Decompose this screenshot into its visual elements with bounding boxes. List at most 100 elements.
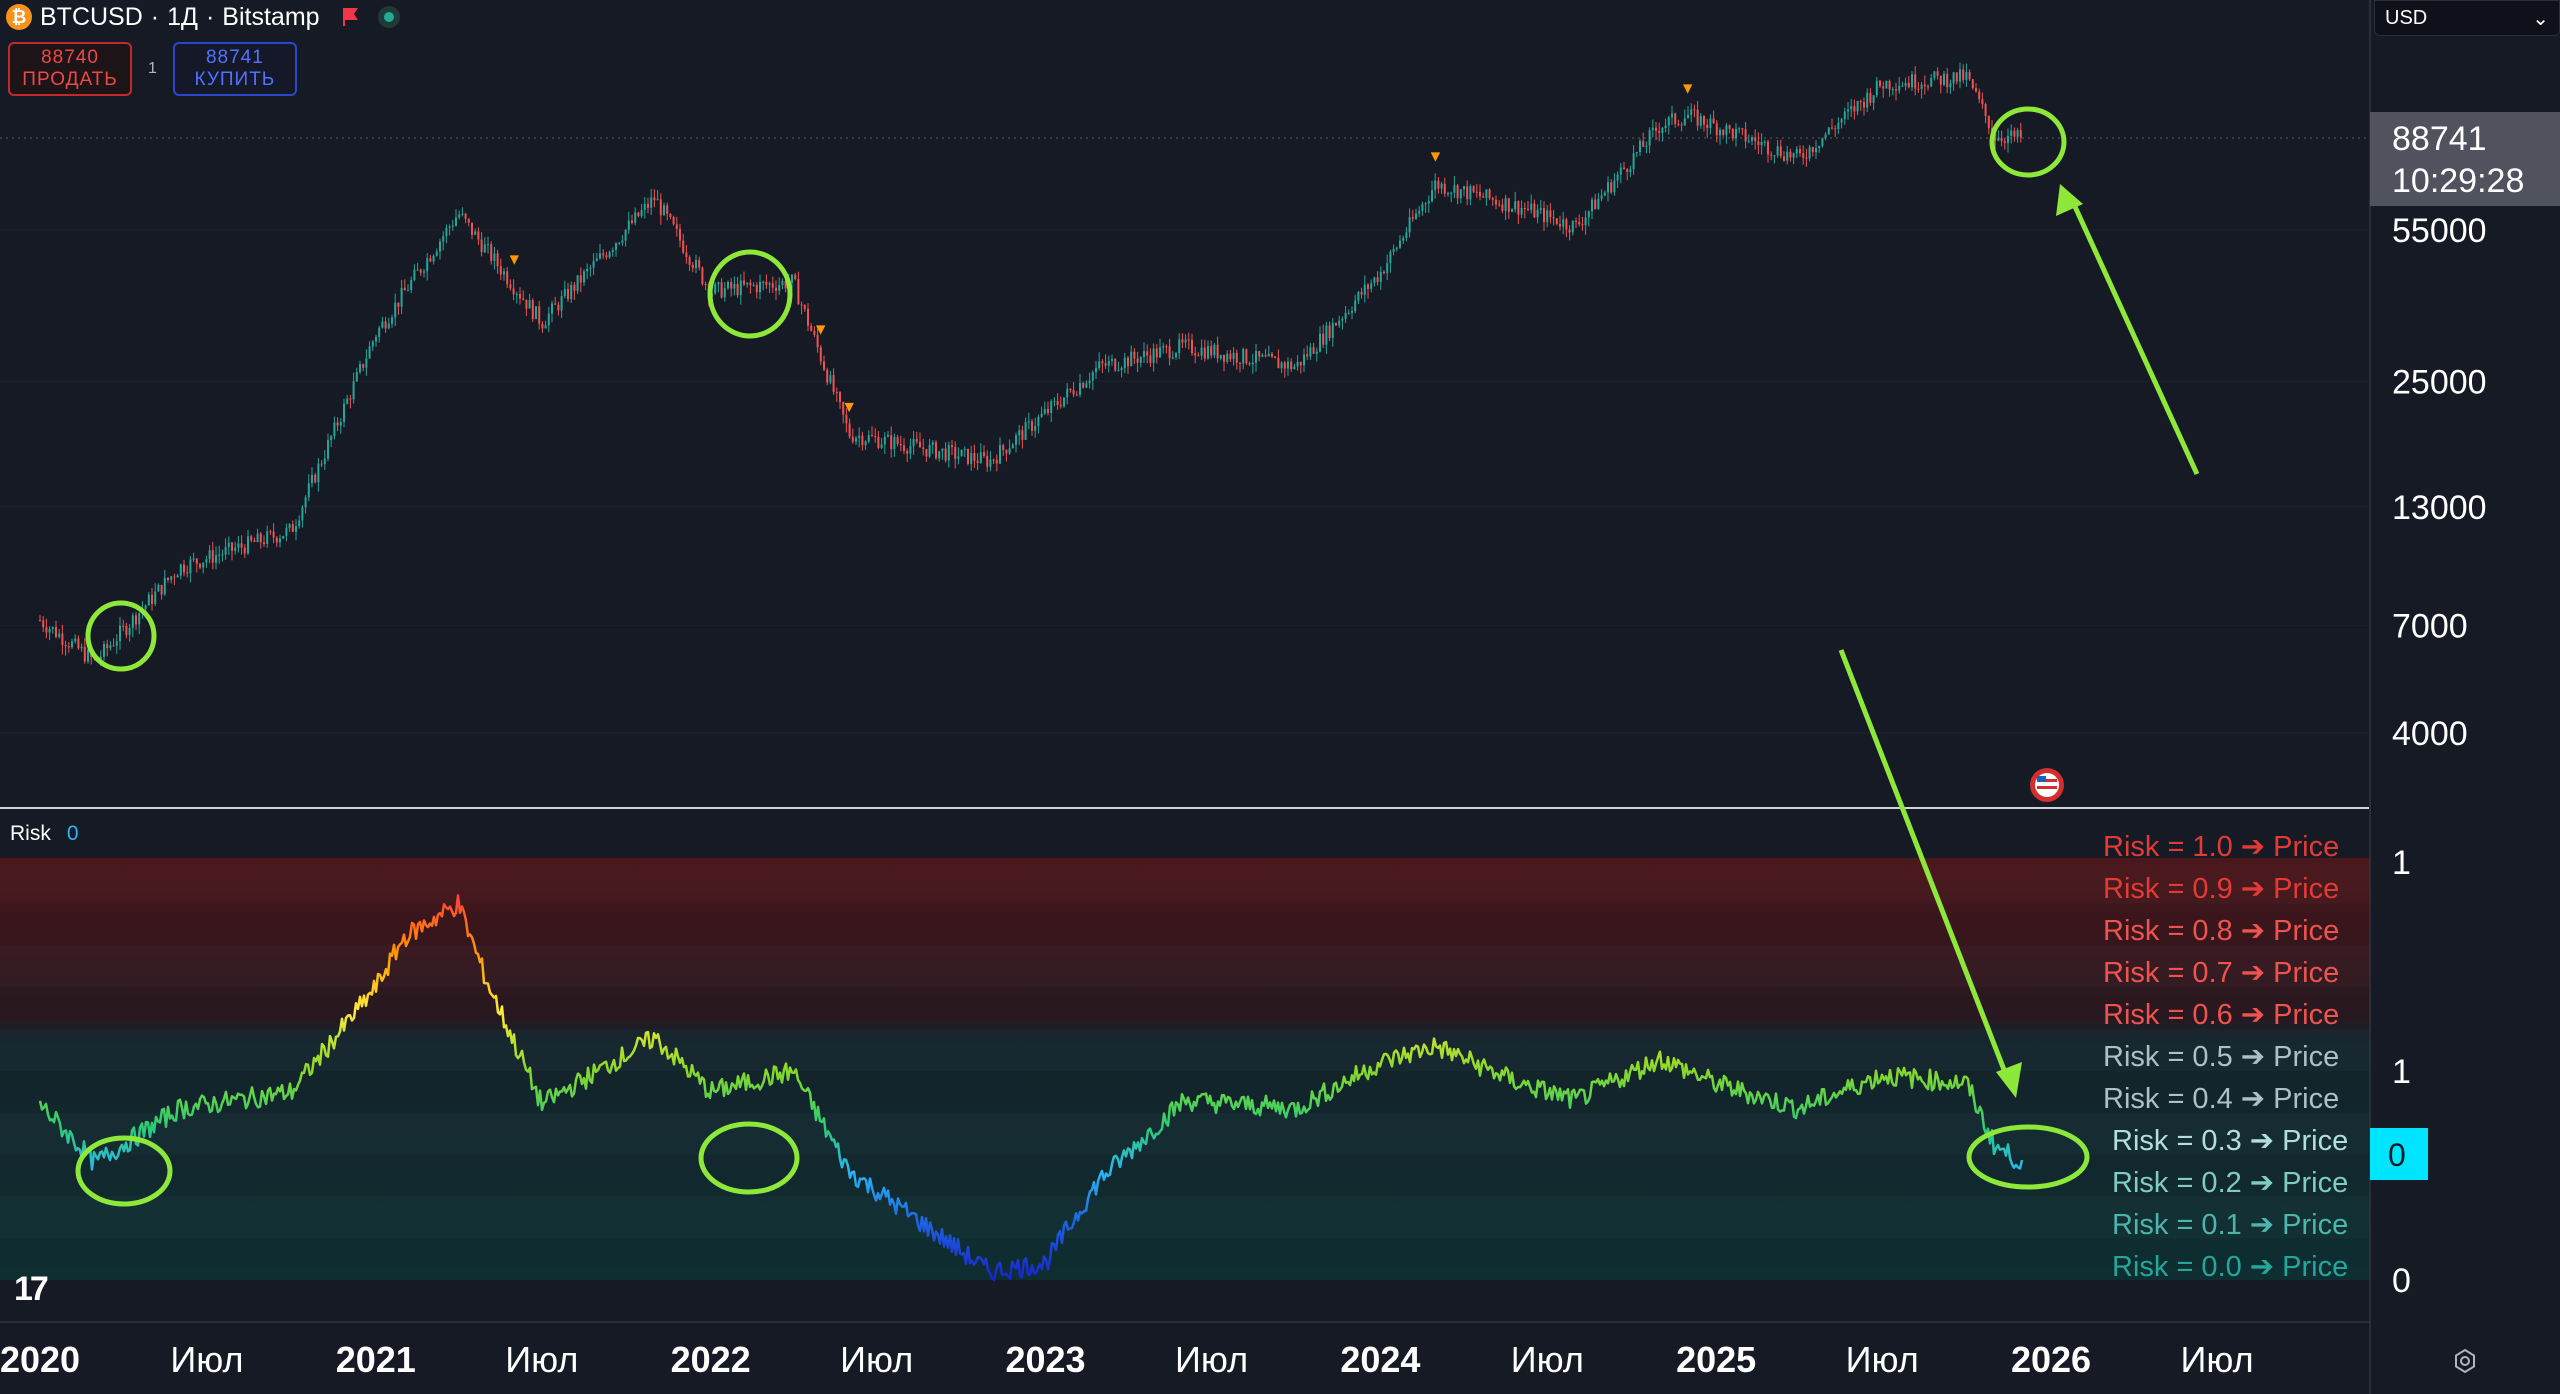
price-candle (995, 459, 998, 464)
price-candle (458, 214, 461, 218)
price-candle (1043, 408, 1046, 414)
price-candle (339, 421, 342, 426)
annotation-arrowhead (1996, 1062, 2022, 1098)
price-candle (535, 306, 537, 320)
price-candle (1114, 359, 1117, 371)
price-candle (1904, 82, 1907, 86)
price-candle (256, 533, 259, 542)
price-candle (80, 646, 83, 649)
price-candle (445, 227, 448, 237)
price-candle (1994, 133, 1997, 141)
price-candle (407, 290, 409, 292)
price-candle (195, 558, 198, 564)
price-candle (1962, 69, 1965, 80)
price-candle (861, 435, 864, 446)
annotation-arrowhead (2056, 184, 2083, 216)
price-candle (263, 542, 265, 544)
price-candle (307, 483, 310, 498)
price-candle (560, 296, 563, 311)
price-candle (1098, 361, 1101, 369)
price-candle (1568, 229, 1571, 233)
price-candle (720, 282, 723, 298)
price-candle (1213, 344, 1216, 356)
time-axis-label: 2026 (2011, 1339, 2091, 1380)
settings-icon[interactable] (2452, 1348, 2478, 1374)
price-candle (1271, 353, 1273, 357)
price-candle (906, 450, 909, 454)
price-candle (775, 287, 777, 291)
price-candle (1811, 147, 1814, 153)
price-candle (512, 288, 515, 295)
price-candle (1815, 148, 1817, 153)
price-candle (1984, 103, 1987, 116)
price-badge (2370, 112, 2560, 206)
price-candle (1642, 140, 1645, 147)
symbol-name[interactable]: BTCUSD (40, 2, 143, 31)
price-candle (1952, 72, 1955, 84)
price-candle (791, 274, 793, 283)
price-candle (477, 231, 480, 240)
price-axis-label: 7000 (2392, 608, 2468, 646)
symbol-header[interactable]: ₿ BTCUSD · 1Д · Bitstamp (6, 0, 400, 34)
price-candle (115, 641, 118, 646)
price-candle (922, 447, 925, 449)
price-candle (1312, 347, 1315, 354)
price-candle (1594, 199, 1597, 210)
price-candle (1683, 118, 1686, 126)
price-candle (1946, 73, 1949, 88)
price-candle (765, 281, 768, 285)
price-candle (851, 436, 854, 442)
price-candle (829, 375, 832, 383)
flag-icon[interactable] (342, 7, 360, 27)
sell-button[interactable]: 88740 ПРОДАТЬ (8, 42, 132, 96)
currency-selector[interactable]: USD ⌄ (2374, 0, 2560, 36)
price-candle (1155, 348, 1158, 358)
price-candle (842, 401, 845, 415)
sell-price: 88740 (41, 47, 99, 68)
price-candle (1050, 401, 1053, 413)
price-candle (234, 547, 237, 551)
price-candle (243, 547, 246, 554)
price-candle (1917, 88, 1920, 90)
risk-value-badge (2370, 1128, 2428, 1180)
price-candle (218, 554, 221, 556)
price-candle (739, 280, 742, 296)
tradingview-logo[interactable]: 17 (14, 1270, 49, 1308)
price-candle (730, 282, 733, 289)
price-candle (279, 538, 281, 543)
price-candle (1040, 413, 1043, 417)
price-candle (1363, 284, 1366, 295)
price-axis-label: 25000 (2392, 363, 2487, 401)
price-candle (1709, 118, 1712, 129)
indicator-title[interactable]: Risk 0 (10, 822, 79, 846)
price-candle (1159, 347, 1161, 358)
price-candle (1335, 322, 1337, 326)
price-candle (1434, 180, 1437, 191)
price-candle (1056, 400, 1059, 405)
price-candle (151, 594, 153, 604)
interval-label[interactable]: 1Д (167, 2, 198, 31)
us-flag-icon[interactable] (2030, 768, 2064, 802)
price-candle (1968, 72, 1971, 80)
price-candle (803, 305, 806, 309)
price-candle (1655, 127, 1657, 131)
price-candle (1223, 354, 1225, 362)
price-candle (627, 220, 630, 230)
price-candle (173, 576, 176, 578)
price-candle (1911, 74, 1913, 88)
bitcoin-icon: ₿ (6, 4, 32, 30)
market-status-icon (377, 6, 400, 28)
time-axis-label: Июл (840, 1339, 913, 1380)
price-candle (1680, 124, 1683, 126)
price-candle (871, 435, 873, 437)
chevron-down-icon: ⌄ (2532, 7, 2549, 30)
price-candle (1728, 125, 1731, 129)
risk-legend-item: Risk = 0.3 ➔ Price (2112, 1125, 2348, 1157)
price-candle (1146, 351, 1149, 356)
price-candle (1635, 152, 1638, 154)
price-candle (1018, 430, 1021, 436)
buy-button[interactable]: 88741 КУПИТЬ (172, 42, 297, 96)
price-candle (682, 240, 685, 253)
price-candle (1123, 357, 1126, 369)
